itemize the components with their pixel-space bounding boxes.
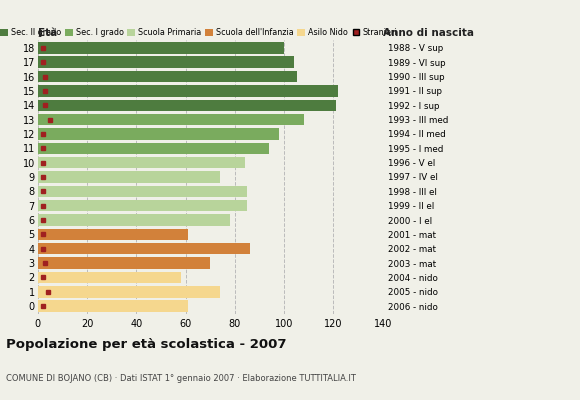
Bar xyxy=(38,171,220,183)
Bar xyxy=(38,229,188,240)
Bar xyxy=(38,128,280,140)
Bar xyxy=(38,114,304,125)
Bar xyxy=(38,157,245,168)
Bar xyxy=(38,42,284,54)
Bar xyxy=(38,71,296,82)
Bar xyxy=(38,300,188,312)
Text: Anno di nascita: Anno di nascita xyxy=(383,28,474,38)
Text: COMUNE DI BOJANO (CB) · Dati ISTAT 1° gennaio 2007 · Elaborazione TUTTITALIA.IT: COMUNE DI BOJANO (CB) · Dati ISTAT 1° ge… xyxy=(6,374,356,383)
Bar xyxy=(38,257,210,269)
Bar xyxy=(38,272,181,283)
Text: Popolazione per età scolastica - 2007: Popolazione per età scolastica - 2007 xyxy=(6,338,287,351)
Bar xyxy=(38,56,294,68)
Bar xyxy=(38,142,269,154)
Bar xyxy=(38,85,338,97)
Bar xyxy=(38,100,336,111)
Legend: Sec. II grado, Sec. I grado, Scuola Primaria, Scuola dell'Infanzia, Asilo Nido, : Sec. II grado, Sec. I grado, Scuola Prim… xyxy=(0,28,397,37)
Bar xyxy=(38,186,247,197)
Bar xyxy=(38,214,230,226)
Bar xyxy=(38,200,247,212)
Text: Età: Età xyxy=(38,28,57,38)
Bar xyxy=(38,243,249,254)
Bar xyxy=(38,286,220,298)
